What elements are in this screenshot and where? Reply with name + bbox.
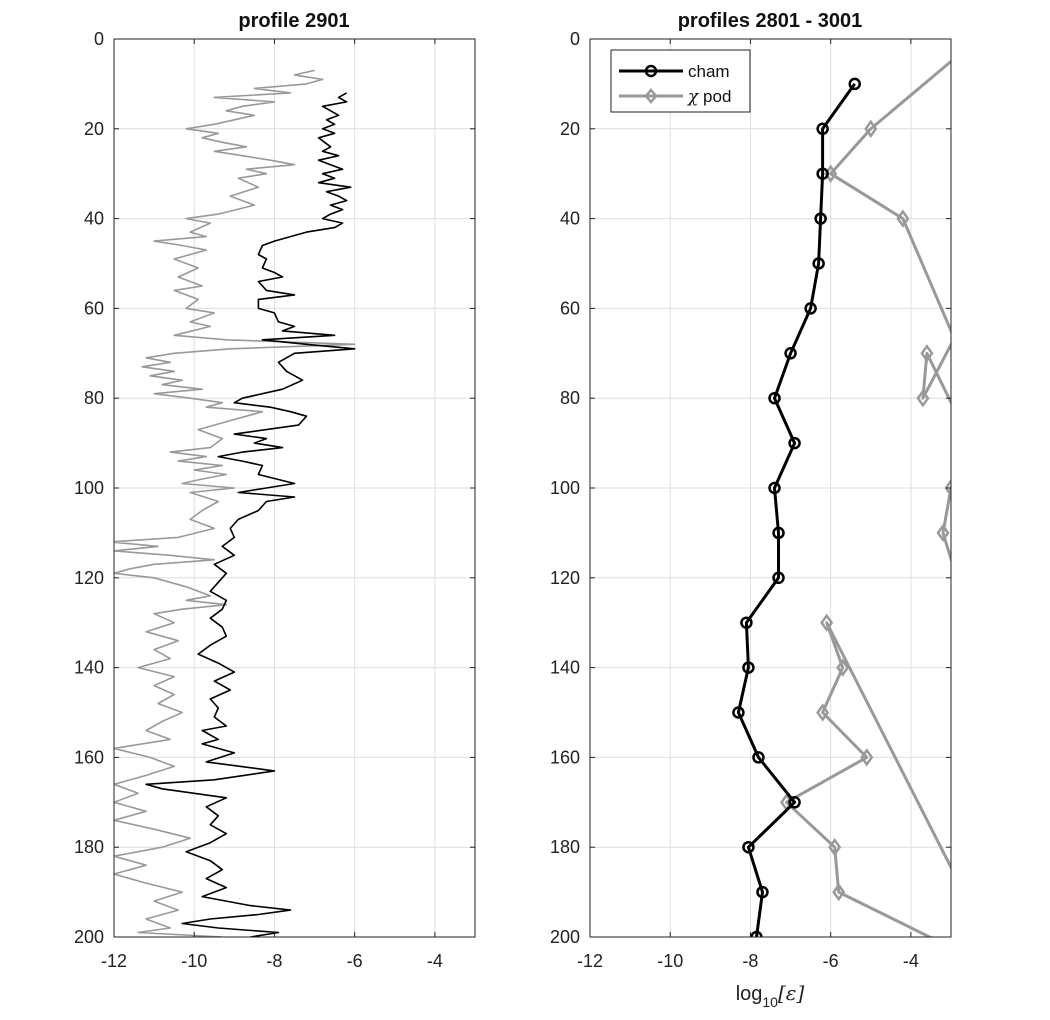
data-point-pod [816, 703, 830, 722]
x-axis-label-base: log [736, 983, 763, 1005]
data-point-cham [772, 571, 785, 585]
y-tick-label: 100 [74, 478, 104, 498]
legend-label-pod: χ pod [687, 87, 731, 107]
ticks: -12 -10 -8 -6 -4 0 20 40 60 80 100 120 140 160 180 200 [74, 29, 475, 971]
series-line-pod [785, 59, 951, 937]
series-layer [732, 59, 951, 937]
data-point-cham [752, 751, 765, 764]
series-line-trace-0 [145, 92, 356, 937]
y-tick-label: 0 [94, 29, 104, 49]
y-tick-label: 120 [550, 568, 580, 588]
y-tick-label: 120 [74, 568, 104, 588]
data-point-cham [816, 167, 829, 180]
data-point-pod [820, 613, 834, 632]
data-point-cham [788, 436, 801, 450]
data-point-cham [750, 930, 763, 937]
y-tick-label: 80 [84, 388, 104, 408]
y-tick-label: 0 [570, 29, 580, 49]
x-tick-label: -10 [657, 951, 683, 971]
data-point-cham [788, 796, 801, 809]
axes-profile-2901: profile 2901 -12 -10 -8 -6 -4 0 20 40 60 80 100 120… [74, 10, 476, 971]
grid [589, 38, 951, 938]
y-tick-label: 60 [84, 298, 104, 318]
data-point-cham [768, 481, 781, 495]
data-point-pod [832, 882, 846, 902]
data-point-cham [740, 616, 753, 629]
legend-marker-cham [644, 64, 658, 78]
x-tick-label: -12 [101, 951, 127, 971]
y-tick-label: 160 [550, 747, 580, 767]
y-tick-label: 100 [550, 478, 580, 498]
y-tick-label: 180 [550, 837, 580, 857]
axes-title: profiles 2801 - 3001 [678, 10, 863, 32]
data-point-cham [814, 212, 827, 225]
x-axis-label-subscript: 10 [762, 994, 778, 1010]
legend: cham χ pod [610, 49, 751, 113]
data-point-cham [756, 885, 769, 899]
series-line-trace-1 [114, 69, 356, 937]
legend-chi-symbol: χ [687, 87, 700, 107]
data-point-cham [742, 661, 755, 674]
data-point-cham [732, 706, 745, 719]
x-tick-label: -6 [823, 951, 839, 971]
data-point-pod [944, 478, 951, 498]
series-layer [114, 69, 356, 937]
y-tick-label: 180 [74, 837, 104, 857]
data-point-pod [860, 748, 874, 767]
data-point-cham [742, 840, 755, 854]
y-tick-label: 200 [550, 927, 580, 947]
x-tick-label: -4 [903, 951, 919, 971]
y-tick-label: 40 [84, 209, 104, 229]
series-line-cham [736, 83, 856, 937]
axes-profiles-2801-3001: profiles 2801 - 3001 -12 -10 -8 -6 -4 0 20 40 60… [550, 10, 952, 1010]
data-point-cham [768, 391, 781, 405]
ticks: -12 -10 -8 -6 -4 0 20 40 60 80 100 120 140 160 180 200 [550, 29, 951, 971]
y-tick-label: 20 [560, 119, 580, 139]
x-tick-label: -10 [181, 951, 207, 971]
data-point-pod [936, 523, 950, 543]
y-tick-label: 60 [560, 298, 580, 318]
data-point-cham [812, 257, 825, 270]
axes-title: profile 2901 [238, 10, 349, 32]
data-point-cham [848, 77, 861, 91]
y-tick-label: 160 [74, 747, 104, 767]
x-tick-label: -4 [427, 951, 443, 971]
data-point-pod [828, 838, 842, 857]
legend-pod-text: pod [703, 87, 731, 106]
data-point-cham [804, 302, 817, 315]
data-point-pod [896, 209, 910, 228]
legend-box [610, 49, 751, 113]
data-point-cham [772, 526, 785, 540]
x-axis-label: log10[ε] [736, 981, 805, 1010]
x-axis-label-rest: [ε] [778, 981, 805, 1005]
y-tick-label: 200 [74, 927, 104, 947]
y-tick-label: 40 [560, 209, 580, 229]
data-point-pod [836, 658, 850, 677]
data-point-pod [864, 119, 878, 138]
y-tick-label: 140 [550, 658, 580, 678]
data-point-pod [916, 389, 930, 408]
legend-marker-pod [644, 88, 658, 104]
data-point-pod [920, 344, 934, 363]
y-tick-label: 80 [560, 388, 580, 408]
plot-area [114, 69, 356, 937]
x-tick-label: -6 [347, 951, 363, 971]
y-tick-label: 140 [74, 658, 104, 678]
legend-label-cham: cham [688, 62, 730, 81]
y-tick-label: 20 [84, 119, 104, 139]
data-point-cham [784, 347, 797, 360]
x-tick-label: -8 [266, 951, 282, 971]
x-tick-label: -8 [742, 951, 758, 971]
data-point-cham [816, 122, 829, 136]
plot-area [732, 59, 951, 937]
x-tick-label: -12 [577, 951, 603, 971]
